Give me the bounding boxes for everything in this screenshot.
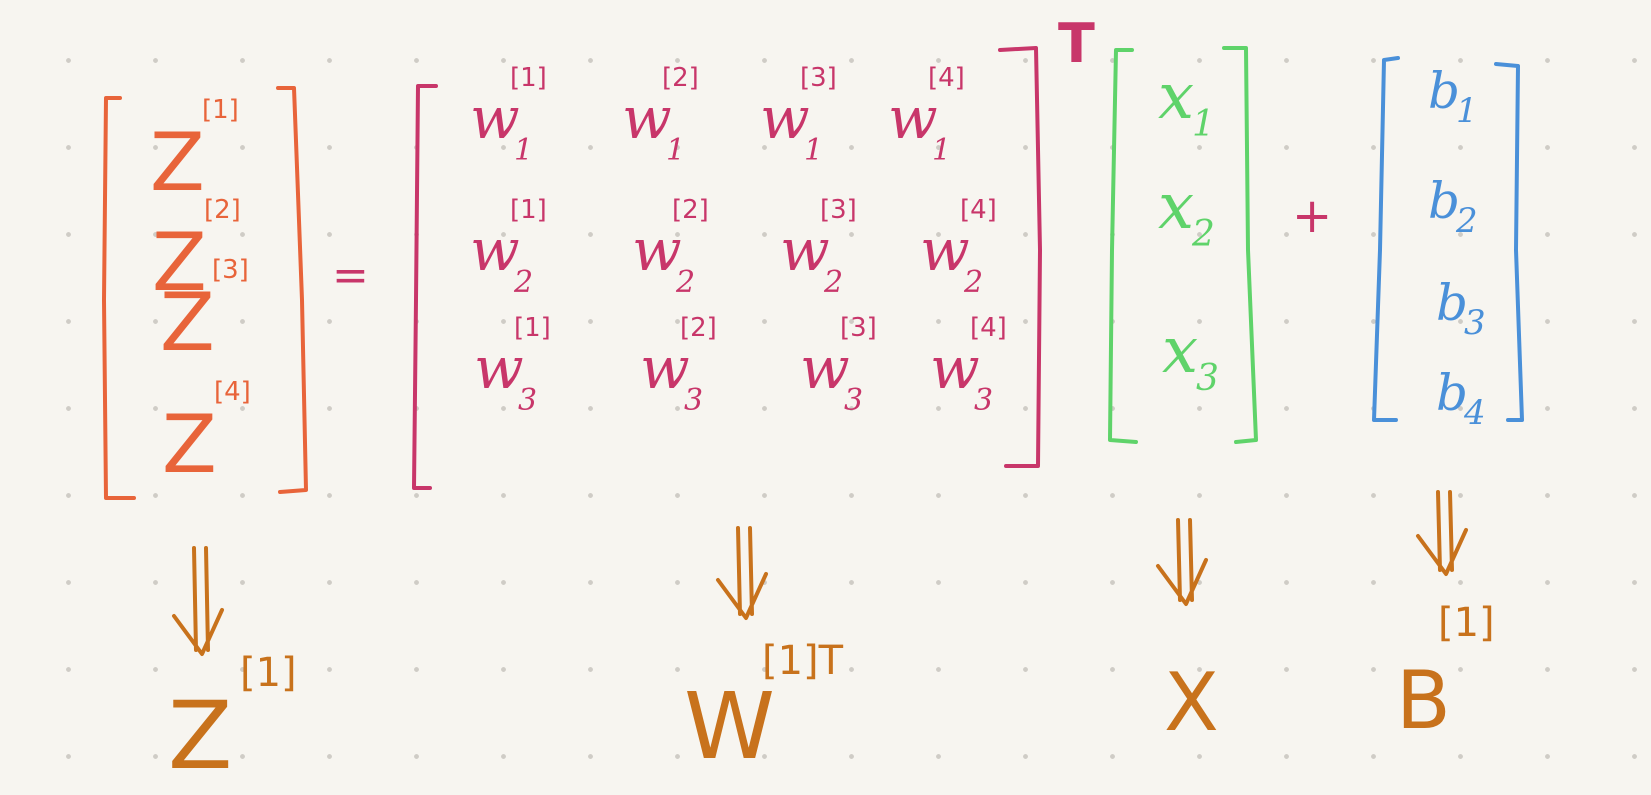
b-entry-2-base: b [1428, 172, 1460, 230]
w-entry-r1-c4-base: w [888, 84, 938, 152]
w-left-bracket [412, 84, 438, 490]
w-entry-r3-c2-base: w [640, 334, 690, 402]
z-entry-4-base: Z [162, 398, 217, 491]
w-entry-r2-c1-sub: 2 [513, 265, 533, 300]
w-entry-r2-c4-sub: 2 [963, 265, 983, 300]
w-right-bracket [998, 46, 1042, 468]
w-entry-r3-c3-base: w [800, 334, 850, 402]
w-entry-r2-c1-sup: [1] [510, 195, 547, 225]
w-entry-r3-c1-base: w [474, 334, 524, 402]
w-entry-r3-c4-sub: 3 [974, 383, 993, 418]
b-right-bracket [1494, 62, 1524, 422]
b-entry-3-sub: 3 [1464, 303, 1486, 343]
down-double-arrow-2 [716, 526, 768, 620]
b-entry-2-sub: 2 [1455, 201, 1478, 241]
w-entry-r1-c3-sub: 1 [804, 133, 823, 168]
w-entry-r2-c3-sup: [3] [820, 195, 857, 225]
w-entry-r1-c4-sub: 1 [932, 133, 951, 168]
b-left-bracket [1372, 56, 1400, 422]
down-double-arrow-3 [1156, 518, 1208, 606]
w-entry-r3-c2-sub: 3 [684, 383, 703, 418]
z-vector: Z[1]Z[2]Z[3]Z[4] [102, 86, 308, 500]
w-entry-r3-c4-base: w [930, 334, 980, 402]
b-entry-1-sub: 1 [1456, 91, 1478, 131]
z-right-bracket [276, 86, 308, 494]
z-entry-1-sup: [1] [202, 95, 239, 125]
z-entry-3-sup: [3] [212, 255, 249, 285]
result-b-sup: [1] [1438, 600, 1495, 646]
z-entry-2-sup: [2] [204, 195, 241, 225]
transpose-mark: T [1058, 12, 1095, 75]
x-entry-1-base: x [1158, 60, 1194, 134]
w-entry-r3-c3-sub: 3 [844, 383, 863, 418]
b-entry-4-sub: 4 [1463, 393, 1486, 433]
result-z-sup: [1] [240, 650, 297, 696]
x-entry-3-sub: 3 [1196, 358, 1219, 399]
result-b-base: B [1396, 654, 1451, 747]
w-matrix: T w1[1]w1[2]w1[3]w1[4]w2[1]w2[2]w2[3]w2[… [412, 12, 1095, 490]
w-entry-r1-c1-base: w [470, 84, 520, 152]
b-entry-3-base: b [1436, 274, 1468, 332]
w-entry-r1-c1-sub: 1 [514, 133, 533, 168]
w-entry-r1-c1-sup: [1] [510, 63, 547, 93]
w-entry-r2-c2-sub: 2 [675, 265, 695, 300]
x-entry-2-base: x [1158, 170, 1194, 244]
z-entry-4-sup: [4] [214, 377, 251, 407]
down-double-arrow-1 [172, 546, 224, 656]
w-entry-r3-c1-sub: 3 [518, 383, 537, 418]
w-entry-r3-c1-sup: [1] [514, 313, 551, 343]
result-x-base: X [1164, 656, 1219, 749]
b-entry-4-base: b [1436, 364, 1468, 422]
w-entry-r1-c2-sub: 1 [666, 133, 685, 168]
w-entry-r1-c3-sup: [3] [800, 63, 837, 93]
w-entry-r3-c2-sup: [2] [680, 313, 717, 343]
plus-sign: + [1292, 188, 1332, 244]
w-entry-r2-c4-base: w [920, 216, 970, 284]
equals-sign: = [332, 250, 369, 301]
x-entry-3-base: x [1162, 314, 1198, 388]
z-left-bracket [102, 96, 136, 500]
z-entry-2-base: Z [152, 216, 207, 309]
w-entry-r2-c4-sup: [4] [960, 195, 997, 225]
x-left-bracket [1108, 48, 1138, 444]
x-right-bracket [1222, 46, 1258, 444]
result-z-base: Z [168, 682, 232, 791]
x-entry-1-sub: 1 [1192, 104, 1215, 145]
down-double-arrow-4 [1416, 490, 1468, 576]
w-entry-r2-c1-base: w [470, 216, 520, 284]
w-entry-r1-c2-base: w [622, 84, 672, 152]
z-entry-3-base: Z [160, 276, 215, 369]
w-entry-r1-c3-base: w [760, 84, 810, 152]
w-entry-r2-c2-sup: [2] [672, 195, 709, 225]
x-entry-2-sub: 2 [1191, 214, 1215, 255]
w-entry-r2-c3-sub: 2 [823, 265, 843, 300]
w-entry-r2-c2-base: w [632, 216, 682, 284]
w-entry-r1-c2-sup: [2] [662, 63, 699, 93]
w-entry-r3-c4-sup: [4] [970, 313, 1007, 343]
w-entry-r1-c4-sup: [4] [928, 63, 965, 93]
result-w-sup: [1]T [762, 638, 844, 684]
w-entry-r2-c3-base: w [780, 216, 830, 284]
z-entry-1-base: Z [150, 116, 205, 209]
result-w-base: W [684, 673, 775, 780]
w-entry-r3-c3-sup: [3] [840, 313, 877, 343]
b-entry-1-base: b [1428, 62, 1460, 120]
